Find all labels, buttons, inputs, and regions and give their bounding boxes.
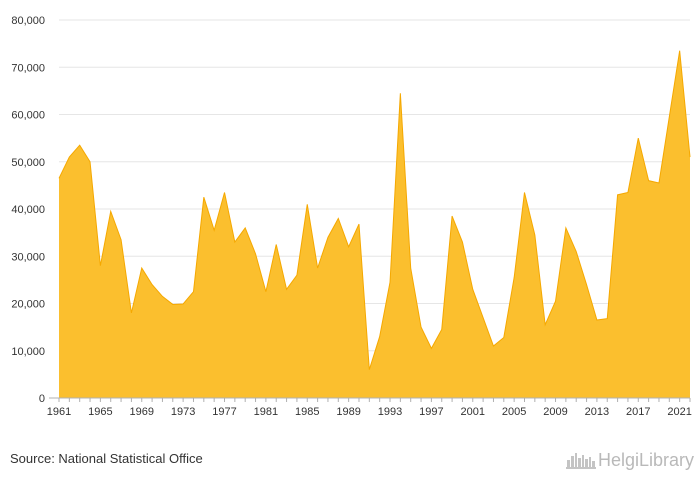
x-tick-label: 2009 — [543, 406, 567, 418]
data-series — [58, 50, 691, 399]
data-point — [120, 239, 122, 241]
data-point — [555, 300, 557, 302]
x-tick-label: 1985 — [295, 406, 319, 418]
data-point — [89, 161, 91, 163]
y-axis-labels: 0 10,000 20,000 30,000 40,000 50,000 60,000 70,… — [11, 15, 45, 405]
area-fill — [59, 50, 690, 399]
data-point — [503, 337, 505, 339]
data-point — [627, 191, 629, 193]
x-tick-label: 1993 — [378, 406, 402, 418]
x-tick-label: 1961 — [47, 406, 71, 418]
data-point — [265, 291, 267, 293]
x-tick-label: 1965 — [88, 406, 112, 418]
data-point — [389, 281, 391, 283]
y-tick-label: 70,000 — [11, 62, 45, 74]
data-point — [130, 312, 132, 314]
data-point — [213, 229, 215, 231]
series-line — [58, 50, 691, 370]
data-point — [606, 318, 608, 320]
data-point — [648, 180, 650, 182]
y-tick-label: 80,000 — [11, 15, 45, 27]
data-point — [275, 243, 277, 245]
data-point — [317, 267, 319, 269]
data-point — [668, 116, 670, 118]
data-point — [441, 328, 443, 330]
data-point — [182, 303, 184, 305]
data-point — [192, 291, 194, 293]
y-tick-label: 0 — [39, 393, 45, 405]
data-point — [461, 241, 463, 243]
data-point — [172, 303, 174, 305]
y-tick-label: 20,000 — [11, 299, 45, 311]
y-tick-label: 60,000 — [11, 110, 45, 122]
x-tick-label: 1981 — [254, 406, 278, 418]
brand-name: HelgiLibrary — [598, 449, 695, 470]
data-point — [224, 191, 226, 193]
x-tick-label: 1989 — [336, 406, 360, 418]
data-point — [534, 234, 536, 236]
data-point — [586, 284, 588, 286]
city-skyline-icon — [566, 453, 596, 469]
data-point — [79, 144, 81, 146]
data-point — [255, 253, 257, 255]
x-tick-label: 1997 — [419, 406, 443, 418]
y-tick-label: 30,000 — [11, 251, 45, 263]
data-point — [544, 324, 546, 326]
data-point — [575, 251, 577, 253]
data-point — [420, 326, 422, 328]
data-point — [306, 203, 308, 205]
y-tick-label: 40,000 — [11, 204, 45, 216]
x-tick-label: 2017 — [626, 406, 650, 418]
data-point — [151, 284, 153, 286]
data-point — [472, 288, 474, 290]
data-point — [689, 156, 691, 158]
data-point — [358, 223, 360, 225]
x-tick-label: 1969 — [130, 406, 154, 418]
data-point — [99, 265, 101, 267]
x-tick-label: 2021 — [667, 406, 691, 418]
data-point — [410, 267, 412, 269]
data-point — [451, 215, 453, 217]
y-tick-label: 10,000 — [11, 346, 45, 358]
brand-logo[interactable]: HelgiLibrary — [566, 449, 694, 471]
data-point — [337, 217, 339, 219]
data-point — [565, 227, 567, 229]
data-point — [286, 288, 288, 290]
x-tick-label: 2013 — [585, 406, 609, 418]
data-point — [296, 274, 298, 276]
x-tick-label: 2005 — [502, 406, 526, 418]
data-point — [68, 156, 70, 158]
data-point — [58, 177, 60, 179]
area-chart: 0 10,000 20,000 30,000 40,000 50,000 60,000 70,… — [11, 15, 692, 418]
x-axis: 1961 1965 1969 1973 1977 1981 1985 1989 1993 1997… — [47, 397, 692, 418]
x-tick-label: 2001 — [461, 406, 485, 418]
x-tick-label: 1973 — [171, 406, 195, 418]
data-point — [399, 92, 401, 94]
source-note: Source: National Statistical Office — [10, 451, 203, 466]
data-point — [244, 227, 246, 229]
data-point — [617, 194, 619, 196]
x-tick-label: 1977 — [212, 406, 236, 418]
data-point — [482, 317, 484, 319]
data-point — [141, 267, 143, 269]
data-point — [368, 369, 370, 371]
data-point — [161, 295, 163, 297]
data-point — [513, 277, 515, 279]
data-point — [637, 137, 639, 139]
data-point — [327, 236, 329, 238]
y-tick-label: 50,000 — [11, 157, 45, 169]
data-point — [430, 347, 432, 349]
data-point — [658, 182, 660, 184]
data-point — [492, 345, 494, 347]
data-point — [379, 336, 381, 338]
data-point — [596, 319, 598, 321]
data-point — [203, 196, 205, 198]
data-point — [110, 210, 112, 212]
data-point — [348, 246, 350, 248]
data-point — [234, 241, 236, 243]
data-point — [523, 191, 525, 193]
data-point — [679, 50, 681, 52]
